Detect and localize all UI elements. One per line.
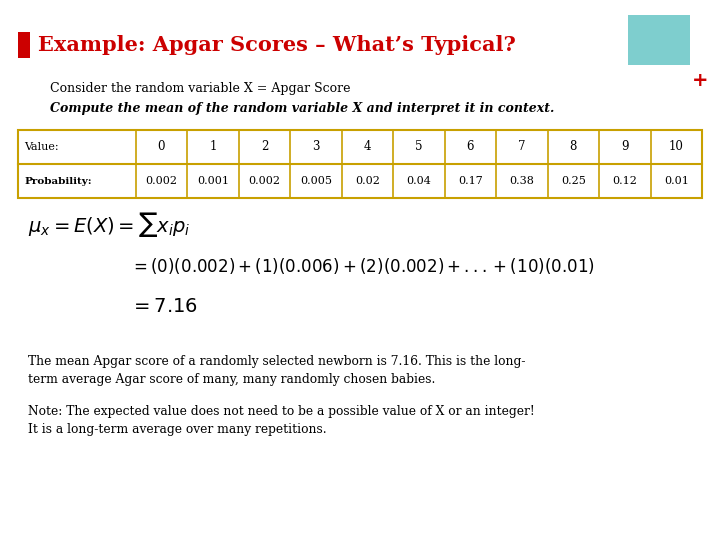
Text: 0.38: 0.38 [509, 176, 534, 186]
Text: 9: 9 [621, 140, 629, 153]
Text: $= 7.16$: $= 7.16$ [130, 298, 198, 316]
Text: Probability:: Probability: [24, 177, 91, 186]
Text: 4: 4 [364, 140, 371, 153]
Text: term average Agar score of many, many randomly chosen babies.: term average Agar score of many, many ra… [28, 373, 436, 386]
Text: 0: 0 [158, 140, 165, 153]
Text: 0.01: 0.01 [664, 176, 689, 186]
Text: $= (0)(0.002) + (1)(0.006) + (2)(0.002) + ... + (10)(0.01)$: $= (0)(0.002) + (1)(0.006) + (2)(0.002) … [130, 256, 595, 276]
Text: 0.25: 0.25 [561, 176, 586, 186]
Text: Example: Apgar Scores – What’s Typical?: Example: Apgar Scores – What’s Typical? [38, 35, 516, 55]
Text: 0.04: 0.04 [406, 176, 431, 186]
Text: +: + [692, 71, 708, 90]
Text: 3: 3 [312, 140, 320, 153]
Text: 0.002: 0.002 [248, 176, 280, 186]
Text: The mean Apgar score of a randomly selected newborn is 7.16. This is the long-: The mean Apgar score of a randomly selec… [28, 355, 526, 368]
Text: 0.002: 0.002 [145, 176, 177, 186]
Text: 5: 5 [415, 140, 423, 153]
Text: 0.17: 0.17 [458, 176, 482, 186]
Text: Value:: Value: [24, 142, 58, 152]
Text: $\mu_x = E(X) = \sum x_i p_i$: $\mu_x = E(X) = \sum x_i p_i$ [28, 210, 191, 239]
Text: Consider the random variable X = Apgar Score: Consider the random variable X = Apgar S… [50, 82, 351, 95]
Text: Compute the mean of the random variable X and interpret it in context.: Compute the mean of the random variable … [50, 102, 554, 115]
Text: It is a long-term average over many repetitions.: It is a long-term average over many repe… [28, 423, 327, 436]
Text: 8: 8 [570, 140, 577, 153]
Text: Note: The expected value does not need to be a possible value of X or an integer: Note: The expected value does not need t… [28, 405, 535, 418]
Text: 1: 1 [210, 140, 217, 153]
Text: 0.005: 0.005 [300, 176, 332, 186]
Bar [18, 32, 30, 58]
Text: 2: 2 [261, 140, 268, 153]
Text: 6: 6 [467, 140, 474, 153]
Text: 0.12: 0.12 [612, 176, 637, 186]
Bar [18, 130, 702, 198]
Text: 0.001: 0.001 [197, 176, 229, 186]
Text: 10: 10 [669, 140, 684, 153]
Text: 0.02: 0.02 [355, 176, 379, 186]
Bar [628, 15, 690, 65]
Text: 7: 7 [518, 140, 526, 153]
